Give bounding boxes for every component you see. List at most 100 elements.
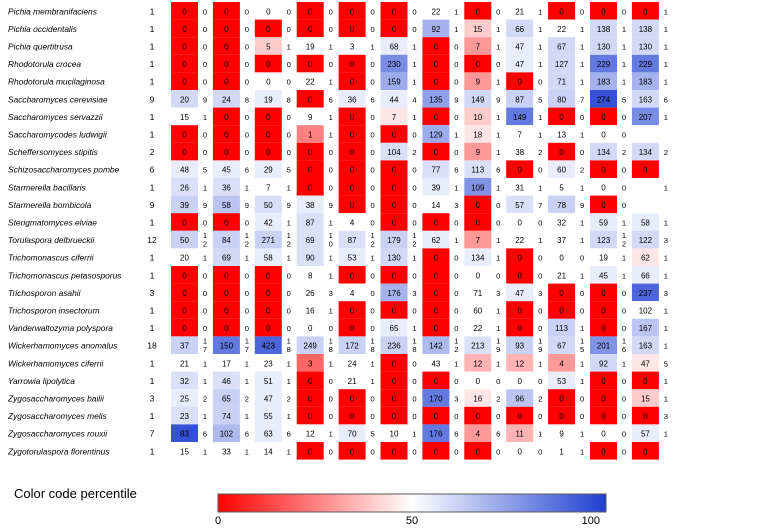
cell-count: 0 — [538, 447, 542, 456]
heat-cell — [171, 178, 198, 196]
heat-cell — [338, 248, 366, 266]
cell-count: 2 — [538, 395, 542, 404]
cell-value: 22 — [473, 324, 482, 333]
heat-cell — [631, 54, 659, 73]
heat-cell — [464, 442, 492, 460]
heat-cell — [212, 266, 240, 284]
cell-value: 0 — [392, 7, 397, 16]
species-label: Zygosaccharomyces melis — [7, 411, 107, 421]
cell-count: 3 — [454, 201, 458, 210]
heat-cell — [338, 283, 366, 302]
heat-cell — [254, 142, 282, 161]
cell-count: 2 — [664, 148, 668, 157]
cell-count: 0 — [370, 60, 374, 69]
heat-cell — [380, 125, 408, 143]
cell-value: 0 — [308, 166, 313, 175]
cell-value: 62 — [641, 254, 650, 263]
cell-value: 7 — [517, 131, 522, 140]
species-label: Pichia membranifaciens — [8, 6, 98, 16]
cell-value: 0 — [182, 60, 187, 69]
heat-cell — [590, 37, 617, 55]
heat-cell — [548, 266, 576, 284]
cell-count: 1 — [203, 412, 207, 421]
cell-count: 1 — [287, 377, 291, 386]
heat-cell — [254, 213, 282, 231]
cell-value: 0 — [392, 271, 397, 280]
legend-tick-label: 100 — [582, 515, 600, 527]
heat-cell — [296, 406, 324, 425]
cell-count: 0 — [370, 324, 374, 333]
cell-value: 0 — [308, 377, 313, 386]
cell-count: 9 — [203, 95, 207, 104]
cell-count: 9 — [496, 345, 500, 354]
species-label: Zygotorulaspora florentinus — [7, 446, 110, 456]
cell-count: 1 — [580, 271, 584, 280]
cell-value: 0 — [224, 25, 229, 34]
cell-value: 59 — [599, 219, 608, 228]
cell-count: 1 — [622, 271, 626, 280]
heat-cell — [171, 248, 198, 266]
cell-count: 2 — [622, 148, 626, 157]
cell-count: 0 — [496, 447, 500, 456]
heat-cell — [380, 142, 408, 161]
heat-cell — [380, 318, 408, 337]
cell-value: 0 — [434, 377, 439, 386]
heat-cell — [171, 318, 198, 337]
species-label: Zygosaccharomyces bailii — [7, 394, 105, 404]
cell-value: 4 — [350, 219, 355, 228]
cell-count: 0 — [622, 201, 626, 210]
cell-count: 0 — [287, 307, 291, 316]
cell-count: 1 — [580, 377, 584, 386]
cell-count: 0 — [580, 307, 584, 316]
cell-count: 0 — [287, 60, 291, 69]
heat-cell — [338, 442, 366, 460]
cell-value: 87 — [515, 95, 524, 104]
heat-cell — [422, 195, 450, 214]
cell-value: 7 — [476, 236, 481, 245]
cell-count: 1 — [245, 412, 249, 421]
heat-cell — [212, 72, 240, 90]
heat-cell — [212, 301, 240, 319]
cell-value: 0 — [392, 183, 397, 192]
cell-count: 1 — [496, 236, 500, 245]
heat-cell — [338, 142, 366, 161]
cell-count: 1 — [412, 336, 416, 345]
heat-cell — [171, 160, 198, 178]
cell-value: 65 — [390, 324, 399, 333]
cell-count: 0 — [496, 7, 500, 16]
cell-count: 1 — [412, 78, 416, 87]
cell-value: 22 — [306, 78, 315, 87]
cell-count: 6 — [454, 430, 458, 439]
heat-cell — [464, 160, 492, 178]
cell-count: 1 — [664, 342, 668, 351]
heat-cell — [296, 107, 324, 126]
cell-count: 1 — [329, 43, 333, 52]
heat-cell — [296, 283, 324, 302]
cell-count: 1 — [454, 25, 458, 34]
cell-count: 0 — [287, 271, 291, 280]
heat-cell — [548, 389, 576, 407]
species-label: Yarrowia lipolytica — [8, 376, 75, 386]
cell-value: 201 — [597, 342, 611, 351]
cell-value: 0 — [517, 412, 522, 421]
cell-count: 1 — [370, 377, 374, 386]
cell-count: 1 — [580, 236, 584, 245]
cell-count: 0 — [287, 131, 291, 140]
isolate-count: 18 — [147, 341, 157, 351]
heat-cell — [254, 301, 282, 319]
cell-value: 44 — [390, 95, 399, 104]
cell-count: 1 — [329, 113, 333, 122]
cell-count: 2 — [287, 239, 291, 248]
isolate-count: 1 — [150, 218, 155, 228]
cell-count: 1 — [496, 43, 500, 52]
cell-value: 9 — [559, 430, 564, 439]
cell-count: 1 — [496, 78, 500, 87]
cell-value: 0 — [308, 7, 313, 16]
cell-count: 0 — [287, 78, 291, 87]
heat-cell — [338, 178, 366, 196]
cell-count: 0 — [329, 7, 333, 16]
cell-value: 36 — [222, 183, 231, 192]
heat-cell — [296, 248, 324, 266]
species-label: Trichosporon insectorum — [8, 306, 100, 316]
heat-cell — [548, 336, 576, 354]
